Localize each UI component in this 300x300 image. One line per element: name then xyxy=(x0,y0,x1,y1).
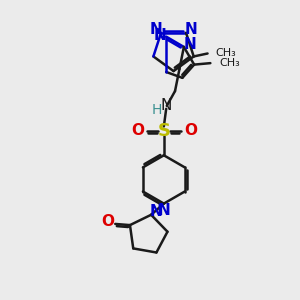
Text: N: N xyxy=(149,22,162,37)
Text: N: N xyxy=(158,202,170,217)
Text: O: O xyxy=(184,123,197,138)
Text: N: N xyxy=(160,98,172,113)
Text: CH₃: CH₃ xyxy=(215,48,236,58)
Text: O: O xyxy=(101,214,114,229)
Text: N: N xyxy=(149,204,162,219)
Text: N: N xyxy=(153,28,166,43)
Text: S: S xyxy=(157,122,170,140)
Text: N: N xyxy=(185,22,198,37)
Text: H: H xyxy=(152,103,162,117)
Text: O: O xyxy=(131,123,144,138)
Text: CH₃: CH₃ xyxy=(219,58,240,68)
Text: N: N xyxy=(184,37,197,52)
